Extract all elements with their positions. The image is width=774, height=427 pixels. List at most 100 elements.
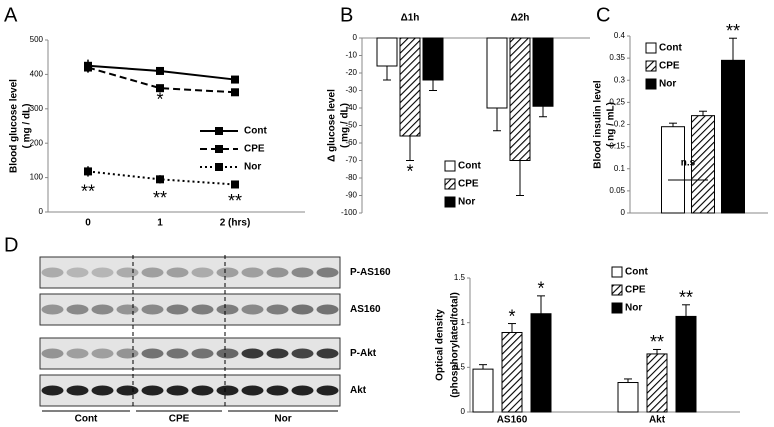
y-tick-label: 0.05	[609, 186, 625, 195]
x-tick-label: 2 (hrs)	[220, 218, 251, 229]
blot-band	[141, 348, 164, 359]
blot-band	[241, 304, 264, 315]
significance: *	[537, 279, 544, 299]
blot-band	[141, 385, 164, 396]
legend-swatch	[611, 284, 623, 296]
marker	[156, 175, 164, 184]
bar	[472, 368, 494, 413]
panel-label: B	[340, 4, 353, 26]
y-tick-label: 0	[461, 407, 466, 416]
legend-label: CPE	[244, 144, 265, 155]
blot-row	[39, 256, 341, 289]
y-tick-label: 1	[461, 318, 466, 327]
x-tick-label: Akt	[649, 415, 666, 426]
y-axis-label: Δ glucose level	[327, 89, 338, 162]
y-tick-label: 0	[621, 208, 626, 217]
y-tick-label: 0.5	[454, 362, 466, 371]
legend-label: CPE	[625, 285, 646, 296]
blot-band	[191, 348, 214, 359]
blot-band	[66, 267, 89, 278]
x-tick-label: Δ2h	[511, 13, 530, 24]
bar	[646, 353, 668, 413]
legend-swatch	[645, 42, 657, 54]
legend-label: Nor	[244, 162, 261, 173]
blot-band	[141, 267, 164, 278]
blot-band	[166, 267, 189, 278]
y-tick-label: 0.25	[609, 97, 625, 106]
significance: *	[156, 90, 163, 110]
bar	[661, 126, 685, 214]
y-tick-label: 0.1	[614, 164, 626, 173]
blot-band	[191, 385, 214, 396]
x-tick-label: 0	[85, 218, 91, 229]
legend-swatch	[645, 78, 657, 90]
y-axis-label: Optical density	[435, 309, 446, 381]
blot-band	[266, 385, 289, 396]
blot-band	[316, 348, 339, 359]
significance: **	[679, 288, 693, 308]
y-tick-label: -30	[345, 86, 357, 95]
blot-band	[91, 348, 114, 359]
blot-band	[291, 348, 314, 359]
blot-band	[116, 385, 139, 396]
bar	[486, 37, 508, 109]
y-tick-label: 0	[353, 33, 358, 42]
y-tick-label: 0.3	[614, 75, 626, 84]
significance: **	[650, 332, 664, 352]
blot-band	[316, 304, 339, 315]
bar	[532, 37, 554, 107]
blot-row	[39, 337, 341, 370]
blot-band	[216, 385, 239, 396]
legend-swatch	[611, 302, 623, 314]
bar	[422, 37, 444, 81]
legend-swatch	[645, 60, 657, 72]
blot-band	[241, 348, 264, 359]
blot-band	[191, 267, 214, 278]
y-tick-label: 0.4	[614, 31, 626, 40]
marker	[231, 180, 239, 189]
line	[87, 66, 236, 94]
blot-band	[216, 348, 239, 359]
y-axis-unit: (phosphorylated/total)	[450, 292, 461, 398]
blot-band	[166, 348, 189, 359]
y-axis-label: Blood insulin level	[593, 80, 604, 169]
y-tick-label: 500	[30, 35, 44, 44]
blot-row	[39, 374, 341, 407]
blot-band	[116, 304, 139, 315]
y-axis-unit: ( mg / dL)	[340, 103, 351, 148]
y-tick-label: 400	[30, 70, 44, 79]
blot-band	[191, 304, 214, 315]
significance: **	[228, 191, 242, 211]
group-label: Cont	[75, 414, 98, 425]
x-tick-label: Δ1h	[401, 13, 420, 24]
legend-marker	[215, 127, 223, 135]
legend-label: Nor	[458, 197, 475, 208]
blot-band	[316, 267, 339, 278]
legend-label: CPE	[659, 61, 680, 72]
legend-swatch	[444, 160, 456, 172]
y-tick-label: 1.5	[454, 273, 466, 282]
group-label: CPE	[169, 414, 190, 425]
bar	[721, 59, 745, 214]
y-tick-label: -40	[345, 103, 357, 112]
blot-band	[166, 304, 189, 315]
y-axis-label: Blood glucose level	[9, 79, 20, 173]
y-tick-label: 0	[39, 207, 44, 216]
blot-band	[266, 304, 289, 315]
marker	[231, 88, 239, 97]
legend-label: Nor	[625, 303, 642, 314]
blot-band	[291, 267, 314, 278]
y-tick-label: -80	[345, 173, 357, 182]
significance: *	[508, 306, 515, 326]
legend-label: Cont	[458, 161, 481, 172]
marker	[84, 167, 92, 176]
blot-band	[291, 385, 314, 396]
legend-label: Cont	[244, 126, 267, 137]
blot-band	[41, 385, 64, 396]
blot-band	[141, 304, 164, 315]
bar	[501, 331, 523, 413]
blot-band	[116, 348, 139, 359]
blot-band	[216, 304, 239, 315]
blot-band	[41, 267, 64, 278]
